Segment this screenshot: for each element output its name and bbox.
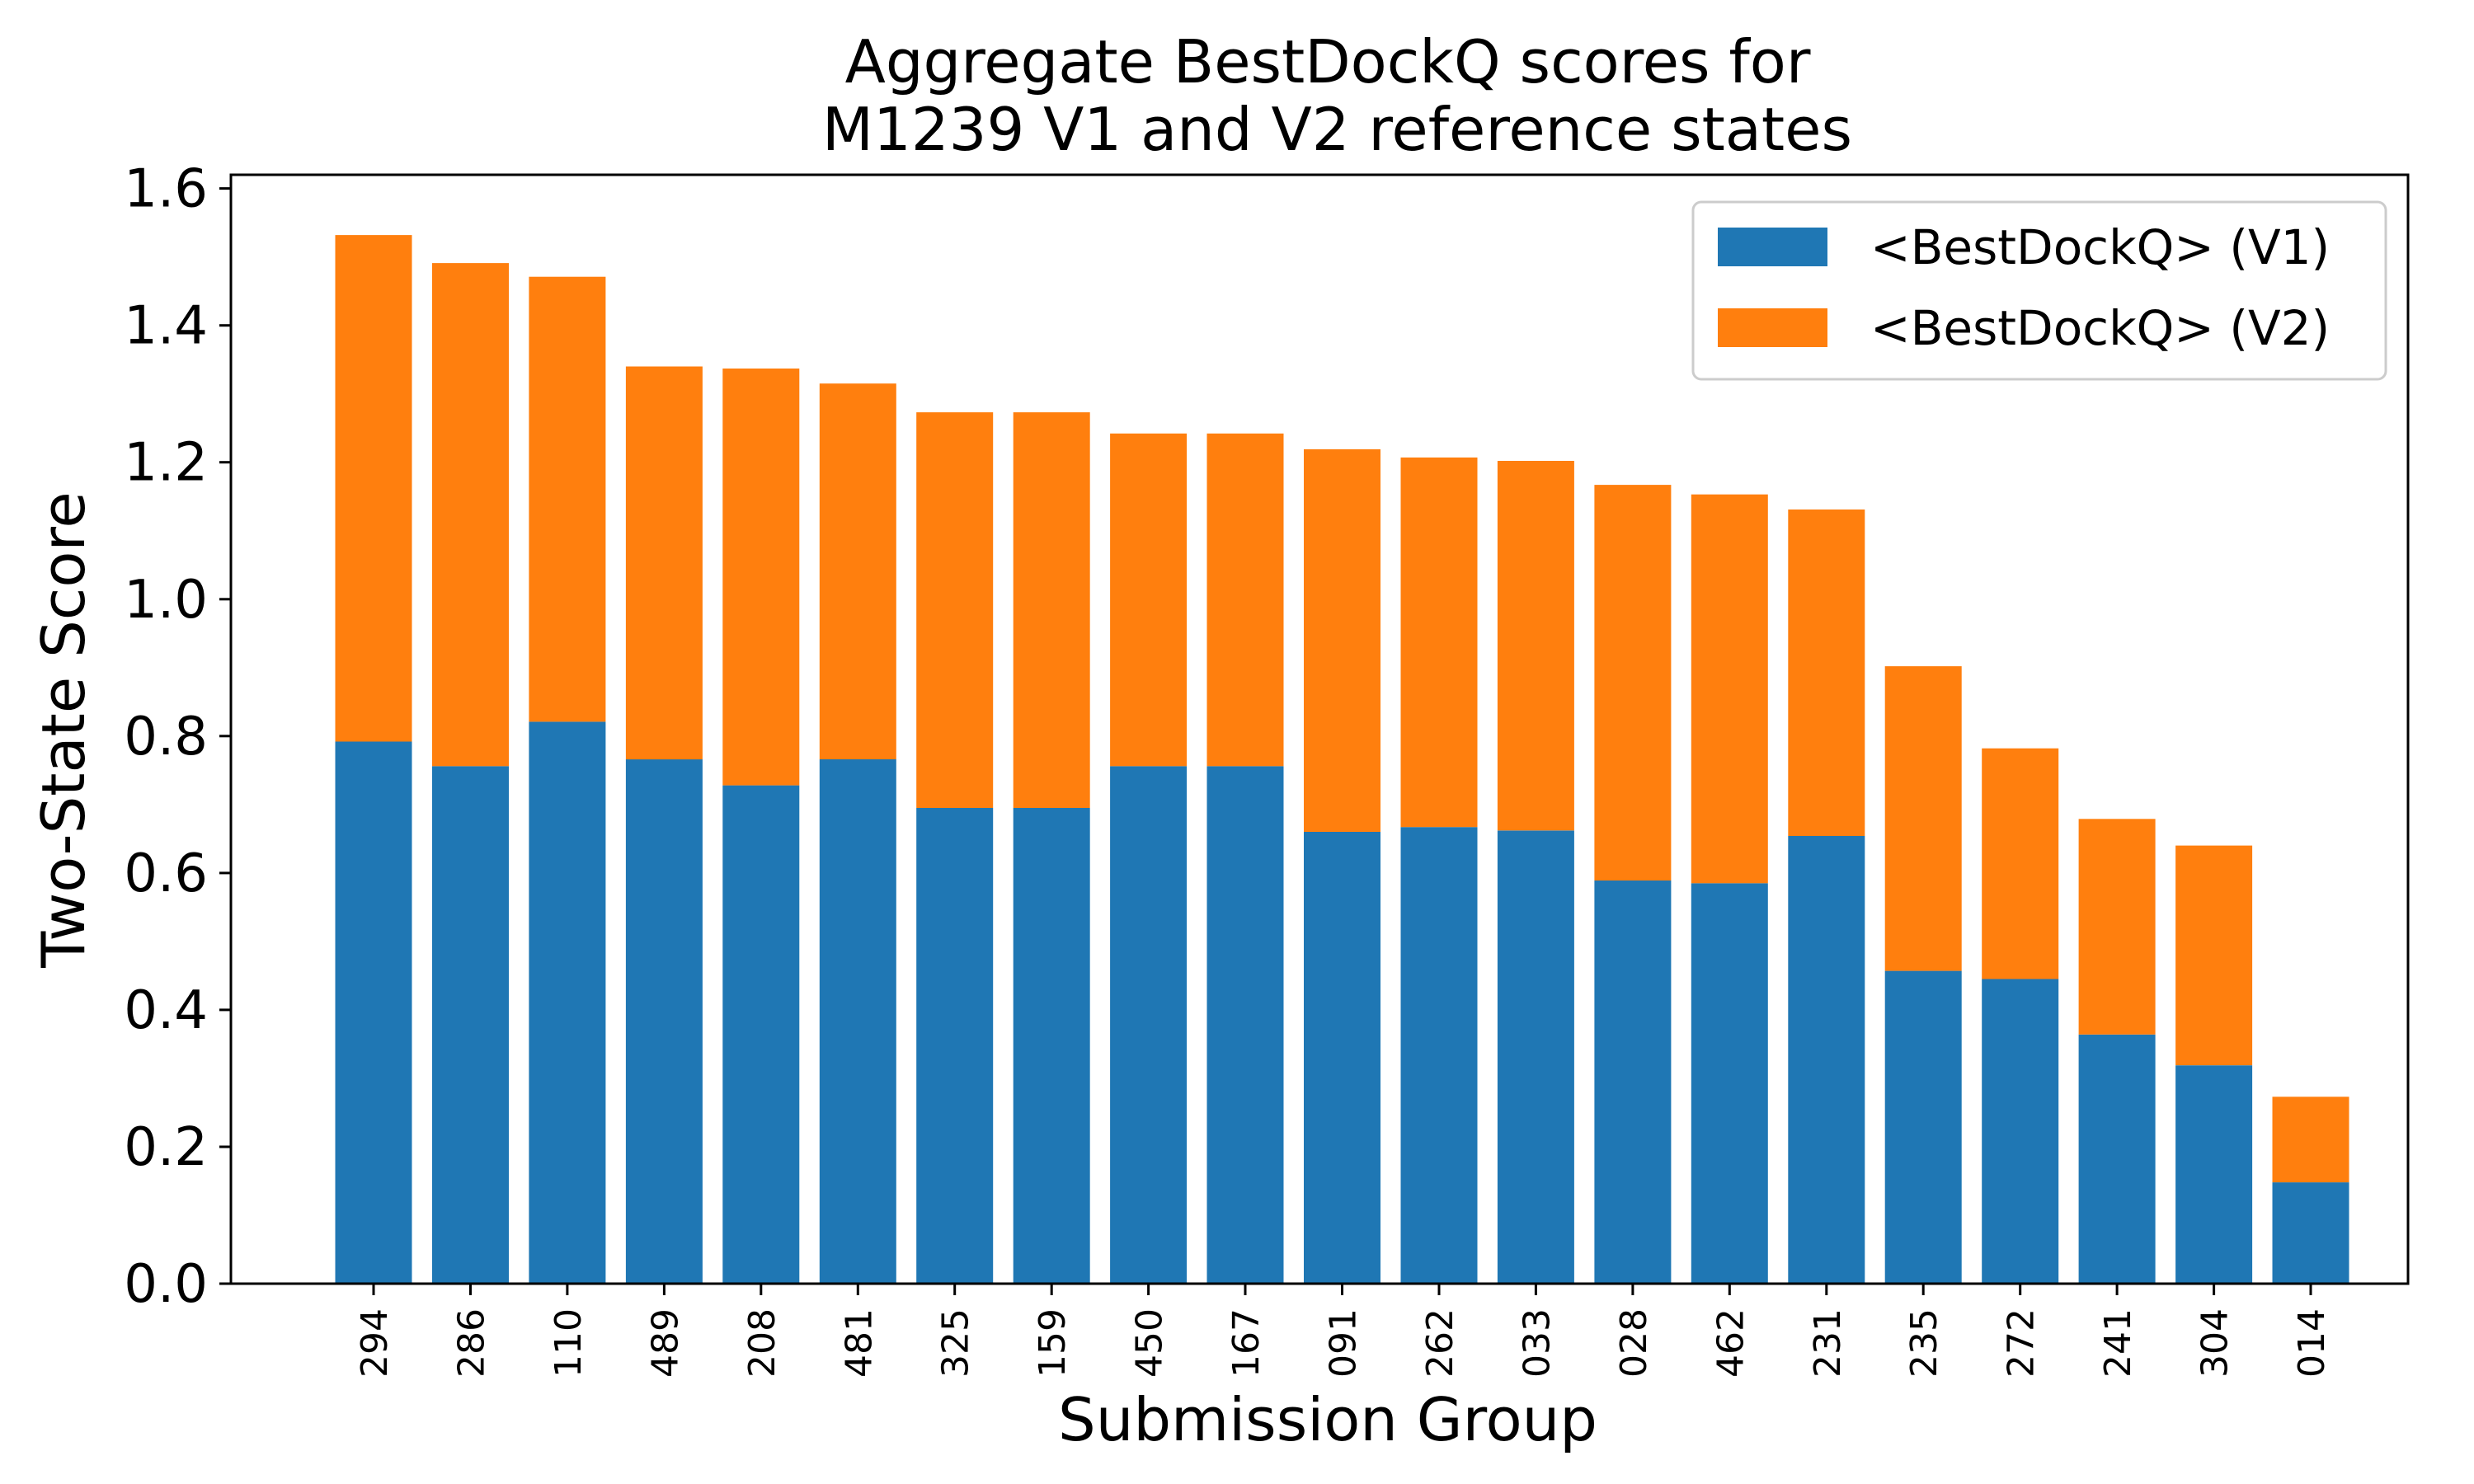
bars-layer xyxy=(335,235,2349,1284)
bar-481-v1 xyxy=(819,759,896,1284)
bar-272-v1 xyxy=(1982,979,2059,1284)
bar-325-v1 xyxy=(916,808,994,1284)
bar-235-v2 xyxy=(1884,666,1962,971)
chart-title-line-1: Aggregate BestDockQ scores for xyxy=(845,27,1811,96)
bar-489-v2 xyxy=(625,366,703,760)
x-axis-label: Submission Group xyxy=(1058,1385,1597,1454)
y-tick-label: 0.2 xyxy=(124,1117,208,1178)
bar-110-v2 xyxy=(529,276,606,722)
y-tick-label: 1.2 xyxy=(124,433,208,494)
x-tick-label: 231 xyxy=(1807,1308,1849,1378)
x-tick-label: 286 xyxy=(451,1308,493,1378)
bar-231-v1 xyxy=(1788,836,1865,1284)
bar-091-v1 xyxy=(1304,832,1380,1284)
y-axis-label: Two-State Score xyxy=(29,491,98,968)
bar-272-v2 xyxy=(1982,748,2059,979)
y-tick-label: 1.0 xyxy=(124,570,208,631)
x-tick-label: 110 xyxy=(548,1308,590,1378)
bar-208-v1 xyxy=(722,785,800,1284)
x-tick-label: 167 xyxy=(1225,1308,1268,1378)
x-tick-label: 028 xyxy=(1613,1308,1655,1378)
y-tick-label: 0.8 xyxy=(124,707,208,768)
x-tick-label: 462 xyxy=(1710,1308,1752,1378)
y-tick-label: 0.4 xyxy=(124,980,208,1041)
bar-489-v1 xyxy=(625,759,703,1284)
bar-262-v1 xyxy=(1400,827,1478,1284)
bar-241-v1 xyxy=(2078,1034,2156,1284)
x-tick-label: 159 xyxy=(1032,1308,1074,1378)
x-tick-label: 489 xyxy=(644,1308,686,1378)
bar-481-v2 xyxy=(819,383,896,759)
x-tick-label: 208 xyxy=(741,1308,783,1378)
bar-033-v1 xyxy=(1497,830,1574,1284)
bar-167-v2 xyxy=(1206,433,1284,767)
x-tick-label: 481 xyxy=(838,1308,880,1378)
legend-label-v2: <BestDockQ> (V2) xyxy=(1870,300,2330,356)
x-tick-label: 294 xyxy=(354,1308,396,1378)
bar-159-v1 xyxy=(1013,808,1090,1284)
x-tick-label: 014 xyxy=(2291,1308,2333,1378)
bar-235-v1 xyxy=(1884,970,1962,1284)
x-tick-label: 325 xyxy=(935,1308,977,1378)
x-tick-label: 262 xyxy=(1419,1308,1461,1378)
bar-450-v2 xyxy=(1110,433,1188,767)
bar-262-v2 xyxy=(1400,457,1478,828)
bar-167-v1 xyxy=(1206,766,1284,1284)
bar-462-v2 xyxy=(1691,494,1768,884)
bar-231-v2 xyxy=(1788,510,1865,836)
y-tick-label: 0.0 xyxy=(124,1254,208,1315)
bar-241-v2 xyxy=(2078,819,2156,1035)
bar-286-v1 xyxy=(432,766,509,1284)
bar-294-v2 xyxy=(335,235,412,742)
bar-304-v2 xyxy=(2175,845,2253,1066)
legend-swatch-v2 xyxy=(1718,308,1827,347)
y-axis: 0.0 0.2 0.4 0.6 0.8 1.0 1.2 1.4 1.6 xyxy=(124,159,231,1315)
x-tick-label: 272 xyxy=(2001,1308,2043,1378)
bar-450-v1 xyxy=(1110,766,1188,1284)
bar-304-v1 xyxy=(2175,1065,2253,1284)
y-tick-label: 1.4 xyxy=(124,296,208,357)
bar-014-v1 xyxy=(2272,1182,2349,1284)
bar-325-v2 xyxy=(916,412,994,808)
bar-208-v2 xyxy=(722,369,800,786)
bar-014-v2 xyxy=(2272,1097,2349,1183)
legend-label-v1: <BestDockQ> (V1) xyxy=(1870,219,2330,275)
x-tick-label: 304 xyxy=(2194,1308,2236,1378)
legend-frame xyxy=(1691,200,2387,381)
x-tick-label: 450 xyxy=(1129,1308,1171,1378)
y-tick-label: 1.6 xyxy=(124,159,208,220)
bar-294-v1 xyxy=(335,741,412,1284)
chart-title: Aggregate BestDockQ scores for M1239 V1 … xyxy=(803,27,1852,164)
bar-033-v2 xyxy=(1497,461,1574,831)
x-tick-label: 235 xyxy=(1903,1308,1945,1378)
x-tick-label: 091 xyxy=(1323,1308,1365,1378)
x-tick-label: 033 xyxy=(1516,1308,1558,1378)
bar-091-v2 xyxy=(1304,448,1380,832)
bar-286-v2 xyxy=(432,263,509,767)
x-tick-label: 241 xyxy=(2097,1308,2139,1378)
bar-028-v1 xyxy=(1594,881,1672,1284)
legend: <BestDockQ> (V1) <BestDockQ> (V2) xyxy=(1691,200,2387,381)
bar-028-v2 xyxy=(1594,485,1672,881)
x-axis: 294 286 110 489 208 481 325 159 450 167 091 262 033 0… xyxy=(354,1284,2333,1378)
legend-swatch-v1 xyxy=(1718,228,1827,266)
bar-462-v1 xyxy=(1691,883,1768,1284)
plot-frame xyxy=(229,173,2410,1285)
bar-110-v1 xyxy=(529,721,606,1284)
bar-159-v2 xyxy=(1013,412,1090,808)
y-tick-label: 0.6 xyxy=(124,843,208,904)
chart-title-line-2: M1239 V1 and V2 reference states xyxy=(803,95,1852,164)
